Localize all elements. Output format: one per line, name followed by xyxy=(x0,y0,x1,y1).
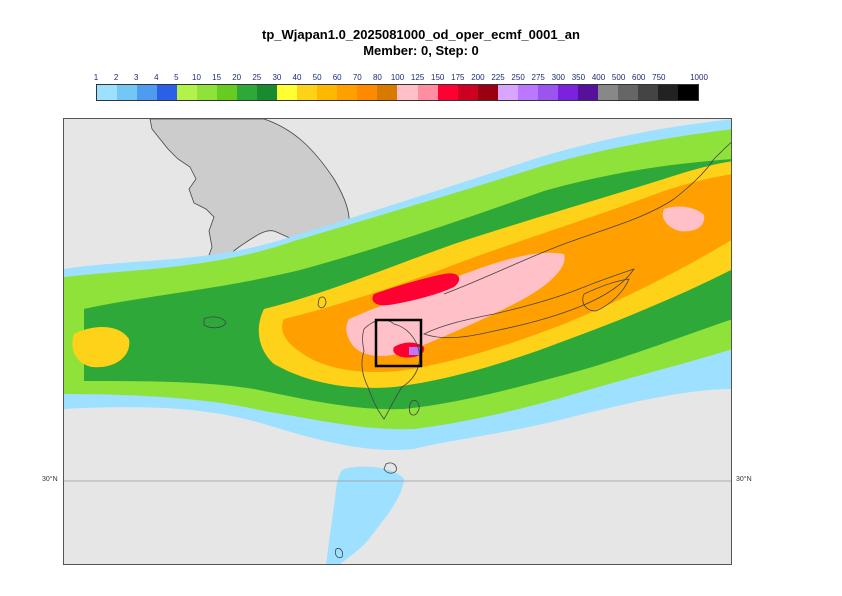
colorbar-swatch xyxy=(557,85,578,100)
colorbar-swatch xyxy=(297,85,318,100)
colorbar-tick-label: 100 xyxy=(390,73,405,82)
precip-east-pink xyxy=(662,206,705,232)
precipitation-map xyxy=(63,118,732,565)
colorbar xyxy=(96,84,699,101)
colorbar-tick-label: 3 xyxy=(133,73,139,82)
precip-south-blue-strip xyxy=(326,466,404,564)
colorbar-swatch xyxy=(437,85,458,100)
tanegashima-coastline xyxy=(409,400,420,416)
japan-coastlines xyxy=(203,142,731,558)
colorbar-labels: 1 2 3 4 5 10 15 20 25 30 40 50 60 70 80 100 125 150 175 200… xyxy=(0,73,842,85)
colorbar-tick-label: 2 xyxy=(113,73,119,82)
colorbar-tick-label: 300 xyxy=(551,73,565,82)
map-title: tp_Wjapan1.0_2025081000_od_oper_ecmf_000… xyxy=(262,27,580,42)
colorbar-swatch xyxy=(337,85,358,100)
colorbar-tick-label: 600 xyxy=(632,73,646,82)
jeju-coastline xyxy=(203,316,227,329)
amami-coastline xyxy=(383,462,397,474)
colorbar-tick-label: 80 xyxy=(372,73,382,82)
colorbar-swatch xyxy=(117,85,138,100)
colorbar-swatch xyxy=(677,85,698,100)
colorbar-swatch xyxy=(377,85,398,100)
tsushima-coastline xyxy=(317,296,327,309)
lat-label-right: 30°N xyxy=(736,476,752,483)
colorbar-tick-label: 70 xyxy=(352,73,362,82)
precip-west-yellow xyxy=(72,327,130,368)
precip-red-core xyxy=(372,273,460,306)
colorbar-tick-label: 30 xyxy=(272,73,282,82)
colorbar-swatch xyxy=(477,85,498,100)
colorbar-swatch xyxy=(397,85,418,100)
map-subtitle: Member: 0, Step: 0 xyxy=(363,43,479,58)
colorbar-tick-label: 10 xyxy=(192,73,201,82)
colorbar-swatch xyxy=(317,85,338,100)
colorbar-swatch xyxy=(637,85,658,100)
colorbar-tick-label: 200 xyxy=(471,73,485,82)
colorbar-tick-label: 175 xyxy=(451,73,465,82)
precip-purple-spot xyxy=(409,347,420,355)
colorbar-swatch xyxy=(577,85,598,100)
colorbar-swatch xyxy=(97,85,118,100)
colorbar-swatch xyxy=(517,85,538,100)
colorbar-tick-label: 60 xyxy=(332,73,342,82)
colorbar-tick-label: 350 xyxy=(571,73,586,82)
colorbar-tick-label: 500 xyxy=(611,73,626,82)
colorbar-tick-label: 275 xyxy=(531,73,545,82)
honshu-north-coastline xyxy=(443,142,731,295)
colorbar-tick-label: 25 xyxy=(252,73,262,82)
colorbar-tick-label: 15 xyxy=(212,73,222,82)
kyushu-coastline xyxy=(361,319,420,420)
kii-peninsula-coastline xyxy=(582,278,630,312)
colorbar-tick-label: 40 xyxy=(292,73,302,82)
lat-label-left: 30°N xyxy=(42,476,58,483)
colorbar-swatch xyxy=(357,85,378,100)
colorbar-swatch xyxy=(597,85,618,100)
colorbar-tick-label: 250 xyxy=(511,73,525,82)
colorbar-tick-label: 4 xyxy=(154,73,159,82)
colorbar-tick-label: 5 xyxy=(174,73,179,82)
colorbar-tick-label: 20 xyxy=(232,73,242,82)
region-highlight-box xyxy=(374,318,423,368)
colorbar-tick-label: 400 xyxy=(591,73,606,82)
colorbar-tick-label: 1000 xyxy=(690,73,708,82)
precipitation-field xyxy=(64,119,731,564)
colorbar-tick-label: 1 xyxy=(93,73,99,82)
colorbar-swatch xyxy=(197,85,218,100)
colorbar-swatch xyxy=(617,85,638,100)
colorbar-tick-label: 125 xyxy=(410,73,425,82)
colorbar-swatch xyxy=(417,85,438,100)
shikoku-honshu-coastline xyxy=(422,268,635,339)
colorbar-swatch xyxy=(237,85,258,100)
precip-pink-core xyxy=(346,252,565,356)
colorbar-swatch xyxy=(217,85,238,100)
colorbar-swatch xyxy=(177,85,198,100)
colorbar-swatch xyxy=(657,85,678,100)
colorbar-swatch xyxy=(137,85,158,100)
colorbar-tick-label: 50 xyxy=(312,73,322,82)
colorbar-tick-label: 150 xyxy=(431,73,445,82)
colorbar-swatch xyxy=(497,85,518,100)
colorbar-tick-label: 750 xyxy=(652,73,666,82)
map-canvas xyxy=(64,119,731,564)
colorbar-tick-label: 225 xyxy=(491,73,505,82)
colorbar-swatch xyxy=(157,85,178,100)
colorbar-swatch xyxy=(277,85,298,100)
colorbar-swatch xyxy=(257,85,278,100)
colorbar-swatch xyxy=(457,85,478,100)
colorbar-swatch xyxy=(537,85,558,100)
okinawa-coastline xyxy=(335,548,343,558)
